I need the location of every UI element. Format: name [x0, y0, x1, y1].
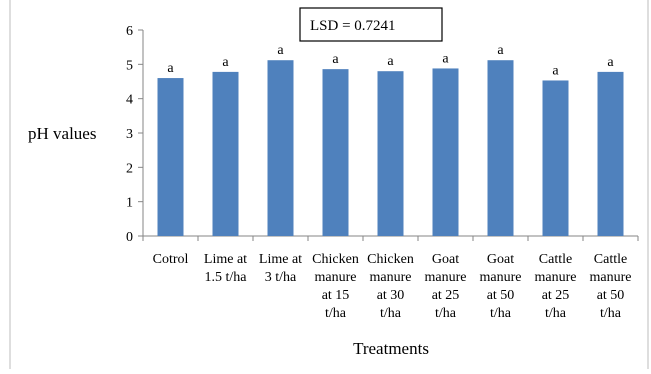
x-tick-label-line: Cattle: [539, 252, 572, 267]
y-tick-label: 2: [126, 161, 133, 176]
bar-data-label: a: [497, 43, 504, 58]
x-tick-label-line: at 25: [432, 288, 460, 303]
x-tick-label: Lime at 1.5 t/ha: [204, 252, 247, 285]
x-tick-label-line: Goat: [487, 252, 514, 267]
y-tick-label: 6: [126, 24, 133, 39]
x-tick-label: Cattle manure at 50 t/ha: [590, 252, 632, 321]
bar-data-label: a: [552, 63, 559, 78]
x-tick-label: Cattle manure at 25 t/ha: [535, 252, 577, 321]
bar: [432, 68, 459, 236]
bar-data-label: a: [442, 51, 449, 66]
bar: [322, 69, 349, 236]
x-tick-label-line: Lime at: [259, 252, 302, 267]
bar-data-label: a: [332, 52, 339, 67]
bar-data-label: a: [222, 55, 229, 70]
bar: [542, 80, 569, 236]
x-tick-label-line: manure: [480, 270, 522, 285]
bar-data-label: a: [167, 61, 174, 76]
y-tick-label: 1: [126, 196, 133, 211]
y-tick-label: 5: [126, 58, 133, 73]
x-tick-label-line: t/ha: [380, 306, 402, 321]
x-tick-label-line: Goat: [432, 252, 459, 267]
bar: [597, 71, 624, 237]
lsd-annotation-box: LSD = 0.7241: [299, 7, 443, 42]
x-tick-label-line: Chicken: [312, 252, 359, 267]
x-tick-label: Cotrol: [153, 252, 189, 267]
bar: [267, 60, 294, 236]
x-tick-label-line: manure: [370, 270, 412, 285]
x-axis-label: Treatments: [353, 339, 429, 358]
x-tick-label: Chicken manure at 30 t/ha: [367, 252, 414, 321]
bar: [487, 60, 514, 236]
x-tick-label: Lime at 3 t/ha: [259, 252, 302, 285]
y-axis-label: pH values: [28, 124, 96, 143]
x-tick-label-line: at 50: [597, 288, 625, 303]
x-tick-label-line: t/ha: [600, 306, 622, 321]
x-tick-label-line: t/ha: [435, 306, 457, 321]
x-tick-label-line: at 15: [322, 288, 350, 303]
x-tick-label-line: at 30: [377, 288, 405, 303]
bar-data-label: a: [607, 55, 614, 70]
lsd-annotation-text: LSD = 0.7241: [310, 18, 396, 34]
y-tick-label: 4: [126, 93, 133, 108]
x-tick-label-line: t/ha: [325, 306, 347, 321]
x-tick-label-line: 1.5 t/ha: [205, 270, 248, 285]
x-tick-label-line: at 25: [542, 288, 570, 303]
plot-area: 0 1 2 3 4 5 6 a Cotrol a Lime at 1.5 t/ha a Lime at 3 …: [126, 24, 639, 321]
lsd-annotation-border: [299, 7, 443, 42]
x-tick-label-line: Lime at: [204, 252, 247, 267]
x-tick-label-line: Cotrol: [153, 252, 189, 267]
x-tick-label: Chicken manure at 15 t/ha: [312, 252, 359, 321]
bar: [377, 71, 404, 236]
x-tick-label-line: t/ha: [490, 306, 512, 321]
y-tick-label: 0: [126, 230, 133, 245]
y-tick-label: 3: [126, 127, 133, 142]
x-tick-label: Goat manure at 50 t/ha: [480, 252, 522, 321]
x-tick-label-line: Cattle: [594, 252, 627, 267]
x-tick-label-line: Chicken: [367, 252, 414, 267]
bar-data-label: a: [387, 54, 394, 69]
x-tick-label-line: manure: [590, 270, 632, 285]
x-tick-label: Goat manure at 25 t/ha: [425, 252, 467, 321]
x-tick-label-line: 3 t/ha: [265, 270, 297, 285]
x-tick-label-line: t/ha: [545, 306, 567, 321]
x-tick-label-line: at 50: [487, 288, 515, 303]
bar: [212, 71, 239, 237]
x-tick-label-line: manure: [315, 270, 357, 285]
bar-data-label: a: [277, 43, 284, 58]
bar: [157, 78, 184, 236]
x-tick-label-line: manure: [425, 270, 467, 285]
x-tick-label-line: manure: [535, 270, 577, 285]
